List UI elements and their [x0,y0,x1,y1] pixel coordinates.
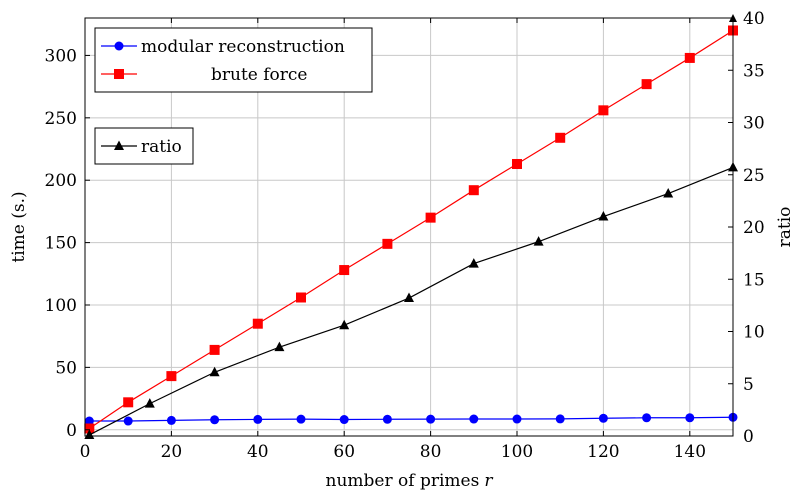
data-point-ratio [84,429,95,439]
data-point-modular-reconstruction [296,414,306,424]
legend-secondary: ratio [94,127,194,165]
y2-tick-label: 15 [743,270,765,290]
data-point-brute-force [641,79,652,90]
x-tick-label: 20 [161,442,183,462]
data-point-brute-force [166,371,177,382]
data-point-ratio [404,292,414,303]
data-point-brute-force [598,105,609,116]
y2-tick-label: 35 [743,61,765,81]
data-point-brute-force [468,185,479,196]
x-tick-label: 140 [674,442,706,462]
data-point-modular-reconstruction [555,414,565,424]
grid [84,18,733,436]
data-point-ratio [663,188,674,198]
data-point-brute-force [252,318,263,329]
legend-swatch-marker [114,140,124,150]
data-point-ratio [144,398,155,408]
data-point-modular-reconstruction [598,413,608,423]
series-line-modular-reconstruction [89,416,734,422]
y2-tick-label: 5 [743,375,754,395]
y2-axis-arrow [729,14,737,22]
data-point-brute-force [684,52,695,63]
y2-tick-label: 30 [743,114,765,134]
y-tick-label: 50 [55,358,77,378]
x-tick-label: 120 [587,442,619,462]
x-axis-label: number of primes r [326,471,494,491]
data-point-modular-reconstruction [426,414,436,424]
data-point-ratio [339,319,350,330]
tick-labels: 0 20 40 60 80 100 120 140 0 50 100 150 200 250 300 0 5 10… [45,9,765,462]
y2-tick-label: 10 [743,323,765,343]
data-point-ratio [274,341,285,352]
x-axis-label-var: r [484,471,493,491]
legend-entry-label: ratio [141,137,182,157]
data-point-ratio [209,366,220,377]
y2-tick-label: 20 [743,218,765,238]
data-point-brute-force [84,423,95,434]
data-point-brute-force [555,132,566,143]
y-tick-label: 100 [45,296,77,316]
y-tick-label: 300 [45,46,77,66]
data-point-ratio [468,258,479,268]
y2-tick-label: 40 [743,9,765,29]
series-line-brute-force [88,29,734,430]
data-point-ratio [598,211,609,221]
data-point-ratio [533,236,544,246]
data-point-brute-force [123,397,134,408]
data-point-brute-force [209,344,220,355]
y-axis-label: time (s.) [9,191,29,262]
data-point-modular-reconstruction [253,414,263,424]
data-point-modular-reconstruction [382,414,392,424]
data-point-modular-reconstruction [210,415,220,425]
y2-tick-label: 25 [743,166,765,186]
legend-swatch-marker [114,69,124,79]
y2-axis-label: ratio [775,207,795,248]
data-point-brute-force [296,292,306,303]
data-point-brute-force [382,238,393,249]
data-point-brute-force [512,158,522,169]
x-tick-label: 80 [420,442,442,462]
data-point-brute-force [425,212,436,223]
x-tick-label: 100 [501,442,533,462]
data-point-modular-reconstruction [512,414,522,424]
x-tick-label: 60 [333,442,355,462]
y2-tick-label: 0 [743,427,754,447]
y-tick-label: 250 [45,109,77,129]
series-ratio [84,161,738,439]
data-point-modular-reconstruction [84,416,94,426]
legend-entry-label: brute force [211,65,308,85]
legend-swatch-marker [114,41,124,51]
y-tick-label: 150 [45,234,77,254]
series-modular-reconstruction [84,412,738,426]
legend-primary: modular reconstruction brute force [94,27,373,93]
data-point-brute-force [339,265,350,276]
y-tick-label: 200 [45,171,77,191]
legend-box [94,27,373,93]
x-axis-label-text: number of primes [326,471,480,491]
data-point-modular-reconstruction [339,415,349,425]
data-point-modular-reconstruction [469,414,479,424]
data-point-modular-reconstruction [642,413,652,423]
y-tick-label: 0 [66,421,77,441]
series-brute-force [84,25,738,434]
legend-entry-label: modular reconstruction [141,37,345,57]
data-point-modular-reconstruction [123,416,133,426]
x-tick-label: 0 [80,442,91,462]
data-point-modular-reconstruction [685,413,695,423]
data-point-modular-reconstruction [166,415,176,425]
x-tick-label: 40 [247,442,269,462]
axis-ticks [84,17,733,437]
